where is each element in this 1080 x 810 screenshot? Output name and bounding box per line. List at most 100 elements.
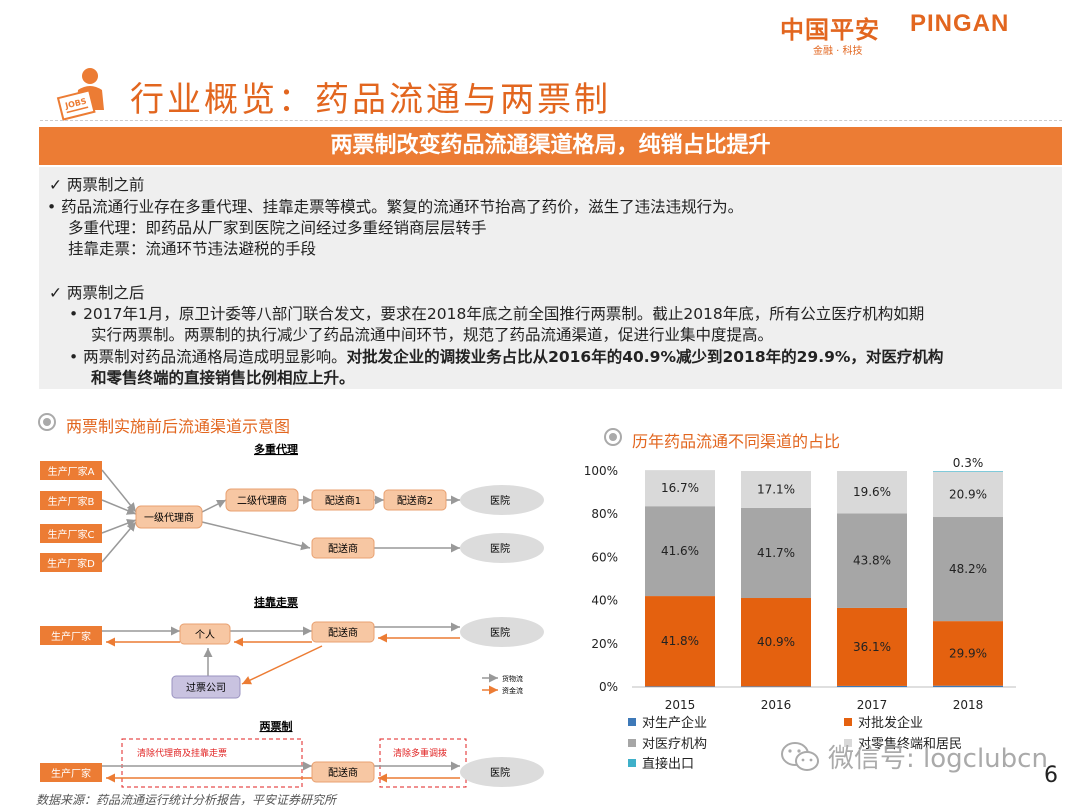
first-agent-label: 一级代理商 <box>144 511 194 524</box>
x-tick-label: 2017 <box>857 698 888 712</box>
legend-funds-label: 资金流 <box>502 686 523 695</box>
y-tick-label: 0% <box>599 680 618 694</box>
after-bullet-2a-normal: • 两票制对药品流通格局造成明显影响。 <box>69 348 347 366</box>
before-heading: ✓ 两票制之前 <box>49 176 145 194</box>
page-title: 行业概览：药品流通与两票制 <box>130 80 611 120</box>
after-bullet-2a: • 两票制对药品流通格局造成明显影响。对批发企业的调拨业务占比从2016年的40… <box>69 347 943 369</box>
data-label: 48.2% <box>949 562 987 576</box>
radio-bullet-icon <box>604 428 622 446</box>
section-banner: 两票制改变药品流通渠道格局，纯销占比提升 <box>39 127 1062 165</box>
remove-agents-label: 清除代理商及挂靠走票 <box>137 747 227 759</box>
y-tick-label: 80% <box>591 507 618 521</box>
jobs-person-icon: JOBS <box>56 68 104 121</box>
data-label: 40.9% <box>757 635 795 649</box>
data-label: 19.6% <box>853 485 891 499</box>
producer-box: 生产厂家 <box>40 763 102 782</box>
producer-b-label: 生产厂家B <box>48 495 95 508</box>
after-bullet-1a: • 2017年1月，原卫计委等八部门联合发文，要求在2018年底之前全国推行两票… <box>69 305 925 323</box>
after-heading: ✓ 两票制之后 <box>49 284 145 302</box>
ticket-company-box: 过票公司 <box>171 675 241 699</box>
watermark-text: 微信号: logclubcn <box>828 744 1048 774</box>
distributor-label: 配送商 <box>328 626 358 639</box>
bar-segment <box>837 685 907 687</box>
producer-a-label: 生产厂家A <box>48 465 95 478</box>
bar-segment <box>933 471 1003 518</box>
distributor-label: 配送商 <box>328 766 358 779</box>
after-bullet-2a-bold: 对批发企业的调拨业务占比从2016年的40.9%减少到2018年的29.9%，对… <box>346 348 944 366</box>
data-label: 20.9% <box>949 487 987 501</box>
data-label: 16.7% <box>661 481 699 495</box>
hospital-ellipse: 医院 <box>460 617 544 647</box>
distributor-1-box: 配送商1 <box>311 489 375 511</box>
y-tick-label: 100% <box>584 464 618 478</box>
after-bullet-2b: 和零售终端的直接销售比例相应上升。 <box>91 369 355 387</box>
distributor-2-label: 配送商2 <box>397 494 433 507</box>
summary-textbox: ✓ 两票制之前 • 药品流通行业存在多重代理、挂靠走票等模式。繁复的流通环节抬高… <box>39 167 1062 389</box>
ticket-company-label: 过票公司 <box>186 681 226 694</box>
distributor-box: 配送商 <box>311 621 375 643</box>
before-line-multi-agent: 多重代理：即药品从厂家到医院之间经过多重经销商层层转手 <box>68 219 487 237</box>
channel-share-chart: 0% 20% 40% 60% 80% 100% 0.3% 41.8% 41.6% 16.7% 201… <box>584 456 1016 772</box>
producer-box: 生产厂家 <box>40 626 102 645</box>
individual-label: 个人 <box>195 629 215 641</box>
legend-label: 对医疗机构 <box>642 737 707 752</box>
y-tick-label: 20% <box>591 637 618 651</box>
bar-segment <box>837 471 907 514</box>
producer-b-box: 生产厂家B <box>40 491 102 510</box>
hospital-ellipse: 医院 <box>460 485 544 515</box>
flow-legend: 货物流 资金流 <box>482 673 523 695</box>
data-source: 数据来源：药品流通运行统计分析报告，平安证券研究所 <box>36 793 337 807</box>
bar-segment <box>837 607 907 686</box>
remove-agents-box <box>121 738 303 788</box>
legend-swatch <box>844 739 852 747</box>
producer-a-box: 生产厂家A <box>40 461 102 480</box>
remove-multi-transfer-label: 清除多重调拨 <box>393 747 447 759</box>
bar-segment <box>741 507 811 599</box>
bar-segment <box>933 471 1003 472</box>
producer-d-box: 生产厂家D <box>40 553 102 572</box>
producer-label: 生产厂家 <box>51 630 91 643</box>
legend-label: 对零售终端和居民 <box>858 736 962 752</box>
distributor-label: 配送商 <box>328 542 358 555</box>
data-label: 41.8% <box>661 634 699 648</box>
individual-box: 个人 <box>179 623 231 645</box>
brand-name-en: PINGAN <box>910 10 1010 37</box>
bar-segment <box>645 470 715 507</box>
producer-c-box: 生产厂家C <box>40 524 102 543</box>
page-number: 6 <box>1044 763 1058 788</box>
brand-tagline: 金融 · 科技 <box>813 46 863 57</box>
x-tick-label: 2015 <box>665 698 696 712</box>
bar-segment <box>645 596 715 687</box>
distributor-2-box: 配送商2 <box>383 489 447 511</box>
second-agent-label: 二级代理商 <box>237 494 287 507</box>
heading-two-ticket: 两票制 <box>260 719 293 733</box>
x-tick-label: 2018 <box>953 698 984 712</box>
data-label: 29.9% <box>949 646 987 660</box>
data-label: 0.3% <box>953 456 984 470</box>
bar-segment <box>933 517 1003 622</box>
radio-bullet-icon <box>38 413 56 431</box>
bar-segment <box>645 686 715 687</box>
producer-d-label: 生产厂家D <box>47 557 95 570</box>
data-label: 17.1% <box>757 482 795 496</box>
bar-segment <box>837 513 907 608</box>
bar-segment <box>741 471 811 508</box>
hospital-ellipse: 医院 <box>460 757 544 787</box>
producer-c-label: 生产厂家C <box>48 528 95 541</box>
right-section-title: 历年药品流通不同渠道的占比 <box>632 432 841 451</box>
after-bullet-1b: 实行两票制。两票制的执行减少了药品流通中间环节，规范了药品流通渠道，促进行业集中… <box>91 326 774 344</box>
heading-ticket-affiliation: 挂靠走票 <box>254 595 298 609</box>
x-tick-label: 2016 <box>761 698 792 712</box>
legend-goods-label: 货物流 <box>502 674 523 683</box>
heading-multi-agent: 多重代理 <box>254 442 298 456</box>
legend-label: 对生产企业 <box>642 715 707 731</box>
data-label: 36.1% <box>853 640 891 654</box>
hospital-label: 医院 <box>490 766 510 779</box>
data-label: 41.6% <box>661 544 699 558</box>
bar-segment <box>933 685 1003 687</box>
bar-segment <box>933 621 1003 686</box>
legend-swatch <box>628 739 636 747</box>
before-line-ticket: 挂靠走票：流通环节违法避税的手段 <box>68 240 317 258</box>
before-bullet: • 药品流通行业存在多重代理、挂靠走票等模式。繁复的流通环节抬高了药价，滋生了违… <box>47 198 744 216</box>
data-label: 41.7% <box>757 546 795 560</box>
